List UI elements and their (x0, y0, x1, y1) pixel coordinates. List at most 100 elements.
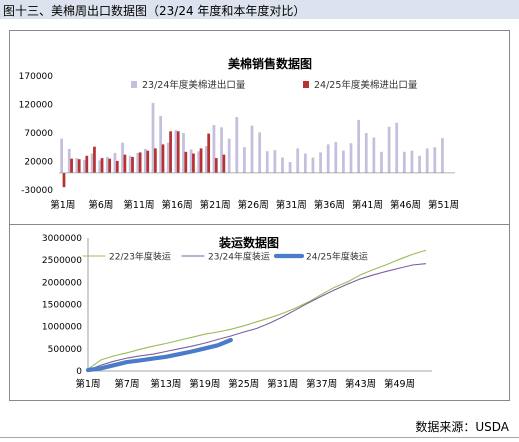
bar-2324-week-3 (75, 158, 79, 173)
y-tick-label: 2000000 (42, 278, 82, 288)
x-tick-label: 第21周 (200, 199, 231, 211)
legend-label-2: 24/25年度美棉进出口量 (314, 79, 418, 91)
bar-2324-week-23 (227, 138, 231, 173)
bar-2324-week-40 (357, 119, 361, 173)
y-tick-label: 70000 (24, 129, 53, 139)
bar-2324-week-41 (364, 133, 368, 173)
line-series-3 (85, 337, 233, 373)
bar-2324-week-25 (243, 147, 246, 173)
bar-2324-week-7 (105, 156, 109, 173)
bar-2324-week-4 (83, 159, 86, 173)
x-tick-label: 第51周 (428, 199, 459, 211)
legend-label-2: 23/24年度装运 (208, 251, 270, 263)
bar-2324-week-34 (311, 157, 315, 173)
bar-2425-week-7 (108, 158, 112, 173)
bar-2324-week-13 (151, 102, 155, 173)
legend-swatch-1 (131, 81, 137, 88)
x-tick-label: 第37周 (306, 378, 337, 390)
bar-2324-week-27 (258, 132, 262, 173)
bar-2425-week-2 (70, 158, 73, 173)
bar-2324-week-24 (235, 117, 239, 173)
y-tick-label: 120000 (19, 101, 54, 111)
x-tick-label: 第43周 (345, 378, 376, 390)
bar-2324-week-18 (189, 149, 193, 173)
bar-2324-week-2 (67, 148, 71, 173)
bar-2324-week-15 (166, 142, 170, 173)
bar-2425-week-12 (146, 150, 150, 173)
bar-2425-week-5 (93, 146, 96, 173)
bar-2324-week-22 (220, 127, 223, 173)
figure-title: 图十三、美棉周出口数据图（23/24 年度和本年度对比） (3, 4, 306, 18)
x-tick-label: 第19周 (189, 378, 220, 390)
chart2-title: 装运数据图 (218, 235, 279, 250)
figure-frame (9, 30, 510, 401)
bar-2324-week-35 (319, 152, 322, 173)
bar-2324-week-26 (250, 125, 254, 173)
bar-2425-week-9 (123, 154, 127, 173)
y-tick-label: 170000 (19, 72, 54, 82)
bar-2425-week-6 (100, 158, 104, 173)
bar-2324-week-48 (418, 155, 421, 173)
bottom-rule (0, 437, 519, 438)
x-tick-label: 第16周 (161, 199, 192, 211)
bar-2324-week-1 (60, 138, 64, 173)
legend-label-3: 24/25年度装运 (306, 251, 368, 263)
bar-2425-week-11 (138, 152, 142, 173)
bar-2425-week-22 (222, 154, 226, 173)
y-tick-label: 20000 (24, 158, 53, 168)
x-tick-label: 第1周 (50, 199, 75, 211)
x-tick-label: 第1周 (75, 378, 100, 390)
bar-2324-week-21 (212, 125, 216, 173)
bar-2324-week-44 (387, 126, 391, 173)
bar-2324-week-30 (281, 157, 284, 173)
bar-2324-week-14 (159, 115, 163, 173)
bar-2324-week-37 (334, 142, 338, 173)
bar-2324-week-43 (380, 151, 383, 173)
bar-2324-week-8 (113, 152, 117, 173)
y-tick-label: -30000 (21, 186, 53, 196)
bar-2425-week-18 (192, 153, 195, 173)
bar-2425-week-10 (131, 156, 134, 173)
bar-2324-week-16 (174, 130, 178, 173)
figure-title-bar: 图十三、美棉周出口数据图（23/24 年度和本年度对比） (0, 0, 519, 19)
bar-2324-week-28 (265, 151, 269, 173)
legend-label-1: 23/24年度美棉进出口量 (142, 79, 246, 91)
y-tick-label: 0 (76, 367, 82, 377)
x-tick-label: 第13周 (150, 378, 181, 390)
legend-label-1: 22/23年度装运 (109, 251, 171, 263)
x-tick-label: 第25周 (228, 378, 259, 390)
bar-2324-week-20 (204, 146, 208, 173)
x-tick-label: 第36周 (314, 199, 345, 211)
bar-2324-week-10 (128, 155, 132, 173)
bar-2425-week-21 (214, 158, 218, 173)
bar-2324-week-32 (296, 148, 300, 173)
line-series-1 (87, 249, 427, 370)
x-tick-label: 第7周 (114, 378, 139, 390)
chart1-title: 美棉销售数据图 (228, 56, 312, 71)
bar-2425-week-8 (115, 160, 119, 173)
bar-2425-week-17 (184, 151, 188, 173)
bar-2324-week-19 (197, 151, 201, 173)
bar-2425-week-1 (62, 172, 66, 188)
bar-2425-week-20 (207, 133, 211, 173)
y-tick-label: 1000000 (42, 323, 82, 333)
bar-2425-week-3 (77, 159, 81, 173)
x-tick-label: 第26周 (238, 199, 269, 211)
x-tick-label: 第11周 (123, 199, 154, 211)
bar-2324-week-51 (441, 138, 444, 173)
bar-2324-week-39 (349, 143, 353, 173)
bar-2425-week-4 (85, 155, 89, 173)
x-tick-label: 第46周 (390, 199, 421, 211)
bar-2324-week-5 (90, 153, 94, 173)
bar-2324-week-6 (98, 160, 102, 173)
bar-2324-week-9 (121, 142, 124, 173)
y-tick-label: 2500000 (42, 256, 82, 266)
bar-2425-week-15 (169, 131, 172, 173)
bar-2324-week-45 (395, 122, 399, 173)
bar-2324-week-42 (372, 137, 376, 173)
x-tick-label: 第31周 (276, 199, 307, 211)
x-tick-label: 第41周 (352, 199, 383, 211)
bar-2324-week-17 (182, 133, 185, 173)
